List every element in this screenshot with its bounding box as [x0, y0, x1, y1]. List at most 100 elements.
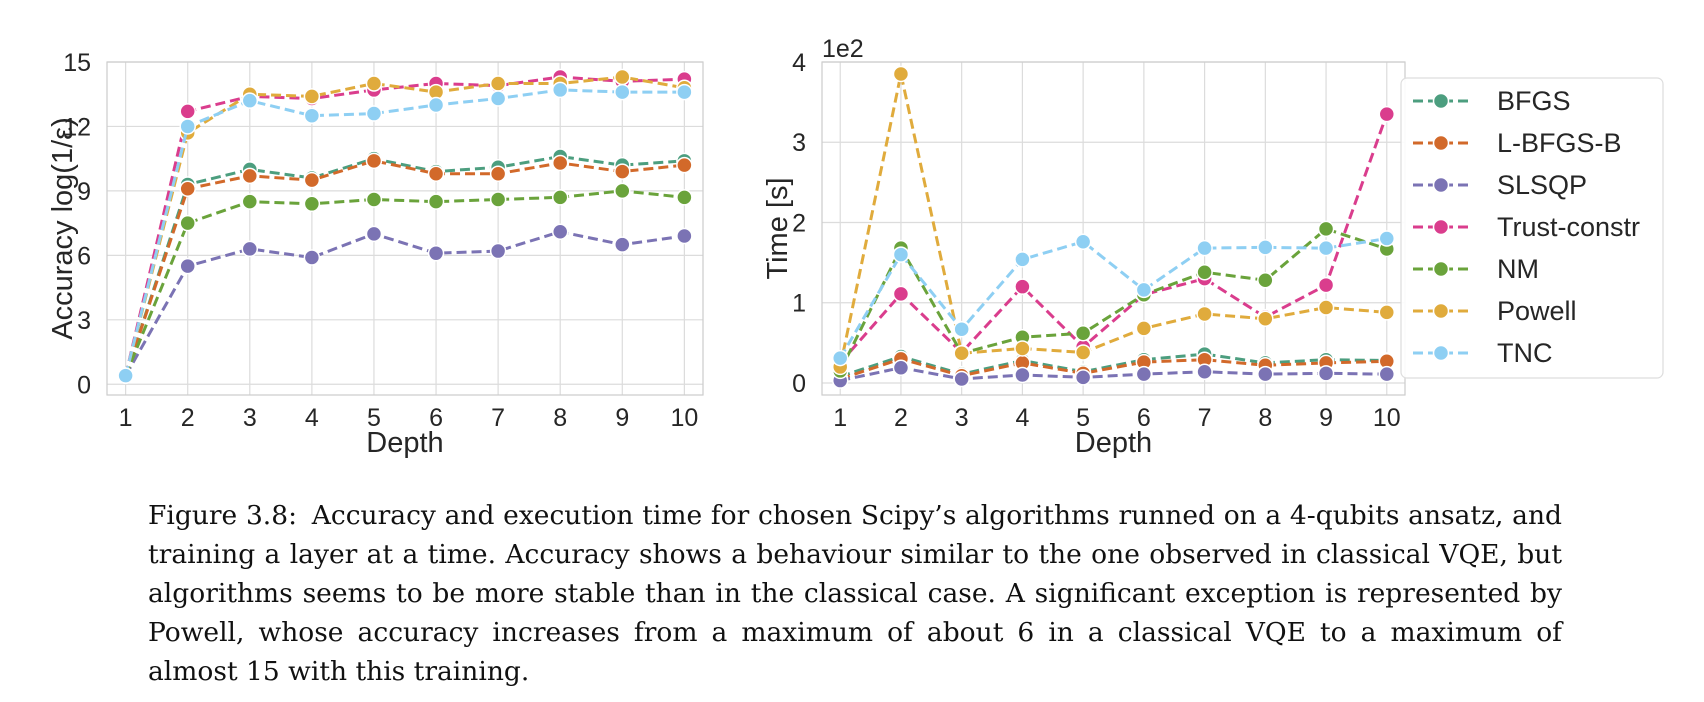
time-series-line: [838, 73, 1387, 368]
accuracy-series-line: [124, 155, 685, 377]
accuracy-data-point: [551, 223, 569, 240]
accuracy-data-point: [303, 107, 321, 124]
accuracy-data-point: [676, 227, 693, 245]
accuracy-series-line: [124, 88, 685, 377]
legend-label: SLSQP: [1497, 170, 1587, 200]
accuracy-data-point: [427, 96, 445, 114]
time-data-point: [953, 320, 970, 338]
legend-label: NM: [1497, 254, 1539, 284]
time-data-point: [1074, 233, 1092, 250]
time-data-point: [1317, 239, 1335, 257]
time-data-point: [892, 246, 910, 263]
accuracy-series-line: [124, 230, 685, 377]
caption-number: Figure 3.8:: [148, 500, 298, 531]
accuracy-y-axis-label: Accuracy log(1/ε): [47, 117, 79, 339]
accuracy-data-point: [179, 180, 196, 198]
legend-label: TNC: [1497, 338, 1553, 368]
accuracy-series-line: [124, 75, 685, 377]
accuracy-x-tick-label: 4: [305, 404, 319, 432]
time-x-tick-label: 6: [1137, 404, 1151, 432]
time-data-point: [1317, 276, 1335, 294]
time-y-tick-label: 4: [792, 49, 806, 77]
time-data-point: [1317, 365, 1335, 382]
accuracy-data-point: [303, 88, 321, 105]
accuracy-data-point: [427, 193, 445, 210]
accuracy-series-l-bfgs-b: [117, 152, 693, 384]
time-y-tick-label: 3: [792, 129, 806, 157]
accuracy-x-axis-label: Depth: [366, 427, 443, 459]
legend-marker: [1432, 176, 1450, 194]
legend-item-bfgs: BFGS: [1413, 86, 1571, 116]
accuracy-data-point: [365, 75, 383, 92]
legend-label: Trust-constr: [1497, 212, 1640, 242]
time-x-tick-label: 2: [894, 404, 908, 432]
time-series-l-bfgs-b: [831, 350, 1396, 388]
time-series-line: [839, 366, 1387, 383]
time-data-point: [1135, 365, 1153, 383]
time-data-point: [1196, 305, 1213, 323]
accuracy-series-tnc: [117, 81, 693, 384]
time-data-point: [1378, 230, 1396, 247]
accuracy-data-point: [365, 105, 383, 122]
time-offset-label: 1e2: [822, 35, 864, 63]
accuracy-x-tick-label: 6: [429, 404, 443, 432]
time-data-point: [1317, 299, 1335, 316]
time-x-tick-label: 9: [1319, 404, 1333, 432]
time-data-point: [1074, 324, 1092, 342]
accuracy-data-point: [676, 83, 693, 101]
accuracy-x-tick-label: 8: [553, 404, 567, 432]
legend-item-trust-constr: Trust-constr: [1413, 212, 1640, 242]
time-data-point: [1074, 369, 1092, 386]
time-series-trust-constr: [831, 105, 1396, 372]
time-series-line: [839, 113, 1389, 364]
time-x-tick-label: 3: [955, 404, 969, 432]
time-x-tick-label: 8: [1258, 404, 1272, 432]
time-data-point: [1135, 320, 1153, 337]
accuracy-data-point: [614, 182, 631, 200]
time-series-nm: [831, 220, 1396, 380]
accuracy-data-point: [676, 189, 693, 206]
accuracy-x-tick-label: 1: [119, 404, 133, 432]
time-data-point: [1014, 251, 1031, 268]
accuracy-series-slsqp: [117, 223, 693, 384]
accuracy-x-tick-label: 5: [367, 404, 381, 432]
accuracy-data-point: [241, 92, 259, 109]
accuracy-x-tick-label: 3: [243, 404, 257, 432]
time-x-tick-label: 10: [1373, 404, 1401, 432]
time-y-axis-label: Time [s]: [762, 177, 794, 279]
time-series-powell: [831, 65, 1396, 376]
accuracy-y-tick-label: 3: [77, 307, 91, 335]
time-x-tick-label: 5: [1076, 404, 1090, 432]
accuracy-data-point: [551, 189, 569, 206]
accuracy-series-line: [124, 189, 685, 377]
accuracy-data-point: [551, 154, 569, 172]
caption-text: Accuracy and execution time for chosen S…: [148, 500, 1562, 687]
time-x-tick-label: 4: [1015, 404, 1029, 432]
accuracy-y-tick-label: 12: [63, 113, 91, 141]
accuracy-x-tick-label: 10: [670, 404, 698, 432]
accuracy-data-point: [365, 225, 383, 243]
time-data-point: [1257, 272, 1274, 289]
accuracy-data-point: [365, 152, 383, 170]
time-data-point: [1014, 366, 1031, 384]
accuracy-data-point: [614, 236, 631, 253]
legend-marker: [1432, 260, 1450, 278]
legend-box: [1400, 77, 1664, 379]
time-data-point: [1378, 304, 1396, 321]
accuracy-data-point: [489, 90, 507, 107]
time-data-point: [1378, 365, 1396, 383]
time-data-point: [892, 359, 910, 376]
time-x-tick-label: 7: [1198, 404, 1212, 432]
accuracy-data-point: [303, 249, 321, 266]
accuracy-data-point: [241, 240, 259, 258]
time-data-point: [831, 349, 849, 367]
legend-label: BFGS: [1497, 86, 1571, 116]
legend: BFGS L-BFGS-B SLSQP Trust-constr NM Powell TNC: [1400, 77, 1664, 379]
legend-marker: [1432, 344, 1450, 362]
time-data-point: [1257, 310, 1274, 328]
time-series-tnc: [831, 230, 1396, 367]
accuracy-x-tick-label: 7: [491, 404, 505, 432]
time-series-line: [839, 357, 1387, 381]
